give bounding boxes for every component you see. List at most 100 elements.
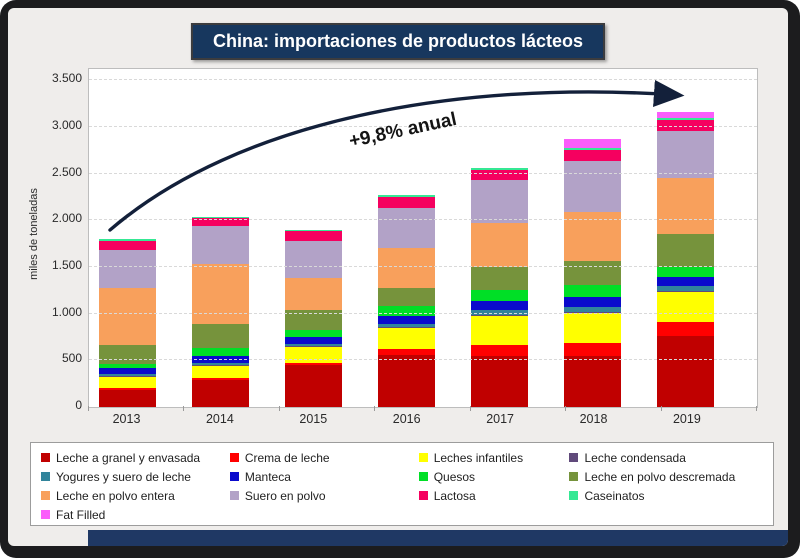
segment-crema-de-leche [192,377,249,380]
legend-label: Crema de leche [244,450,330,465]
x-tick-label: 2013 [112,412,141,426]
segment-fat-filled [564,139,621,149]
x-axis-tick [565,406,567,411]
legend-label: Leches infantiles [433,450,524,465]
legend-item-fat-filled: Fat Filled [41,505,230,524]
segment-caseinatos [99,239,156,241]
x-axis-tick [88,406,89,411]
chart-region: miles de toneladas +9,8% anual 0 500 1.000… [8,8,788,438]
segment-manteca [285,337,342,344]
legend-item-caseinatos: Caseinatos [569,486,772,505]
legend-label: Suero en polvo [244,488,326,503]
segment-manteca [378,315,435,324]
segment-yogures-y-suero-de-leche [285,344,342,347]
segment-crema-de-leche [99,388,156,391]
bar-2017 [471,167,528,407]
segment-leche-en-polvo-entera [471,223,528,267]
y-tick-label: 2.500 [51,164,82,179]
x-axis-tick [756,406,757,411]
segment-leche-condensada [192,365,249,367]
gridline [89,172,757,174]
segment-leche-condensada [99,375,156,377]
legend-item-leche-en-polvo-entera: Leche en polvo entera [41,486,230,505]
footer-bar [88,530,788,546]
segment-leches-infantiles [564,312,621,343]
y-tick-label: 3.000 [51,117,82,132]
segment-leche-a-granel-y-envasada [564,355,621,407]
segment-lactosa [657,119,714,131]
legend-label: Fat Filled [56,507,106,522]
legend-swatch [569,453,579,462]
segment-leche-a-granel-y-envasada [471,356,528,407]
segment-leche-condensada [564,311,621,313]
legend-item-leche-condensada: Leche condensada [569,448,772,467]
gridline [89,79,757,81]
segment-crema-de-leche [285,363,342,365]
x-axis-tick [278,406,280,411]
segment-crema-de-leche [471,345,528,357]
segment-lactosa [99,240,156,250]
segment-lactosa [285,231,342,242]
segment-leche-en-polvo-descremada [285,310,342,330]
segment-suero-en-polvo [378,208,435,248]
segment-leche-a-granel-y-envasada [192,379,249,407]
segment-crema-de-leche [657,322,714,337]
segment-quesos [564,285,621,298]
legend-swatch [229,472,239,481]
segment-leches-infantiles [285,347,342,364]
segment-leche-condensada [285,346,342,348]
segment-crema-de-leche [564,342,621,356]
segment-caseinatos [657,118,714,120]
chart-title: China: importaciones de productos lácteo… [190,23,606,60]
legend-item-manteca: Manteca [229,467,419,486]
legend-item-crema-de-leche: Crema de leche [229,448,419,467]
x-axis-tick [660,406,662,411]
gridline [89,219,757,221]
segment-suero-en-polvo [99,249,156,288]
segment-leche-en-polvo-descremada [564,260,621,286]
segment-quesos [471,289,528,302]
segment-quesos [657,266,714,277]
legend-label: Leche en polvo descremada [584,469,736,484]
segment-leches-infantiles [192,366,249,378]
segment-quesos [99,363,156,369]
segment-yogures-y-suero-de-leche [378,323,435,327]
segment-leche-en-polvo-descremada [192,324,249,349]
x-axis-tick [183,406,185,411]
segment-quesos [285,329,342,338]
y-tick-label: 500 [61,351,82,366]
segment-yogures-y-suero-de-leche [564,306,621,312]
segment-manteca [564,297,621,307]
legend-label: Lactosa [433,488,476,503]
y-tick-label: 3.500 [51,71,82,86]
legend-item-suero-en-polvo: Suero en polvo [229,486,419,505]
legend-label: Caseinatos [584,488,645,503]
segment-manteca [657,276,714,287]
segment-quesos [378,305,435,316]
bar-2018 [564,139,621,407]
segment-leches-infantiles [471,315,528,346]
gridline [89,312,757,314]
segment-leche-en-polvo-entera [285,277,342,311]
segment-quesos [192,348,249,356]
legend-swatch [569,472,579,481]
legend-item-quesos: Quesos [418,467,570,486]
segment-fat-filled [657,111,714,119]
x-axis-tick [469,406,471,411]
segment-manteca [99,368,156,374]
legend-swatch [229,491,239,500]
y-tick-label: 1.000 [51,304,82,319]
bar-2013 [99,239,156,407]
segment-suero-en-polvo [471,180,528,224]
segment-leche-a-granel-y-envasada [378,355,435,407]
gridline [89,359,757,361]
y-tick-label: 2.000 [51,211,82,226]
legend-label: Leche condensada [584,450,686,465]
x-tick-label: 2016 [392,412,421,426]
segment-leches-infantiles [657,292,714,323]
segment-crema-de-leche [378,348,435,356]
gridline [89,265,757,267]
legend-swatch [41,472,50,481]
segment-yogures-y-suero-de-leche [657,286,714,292]
